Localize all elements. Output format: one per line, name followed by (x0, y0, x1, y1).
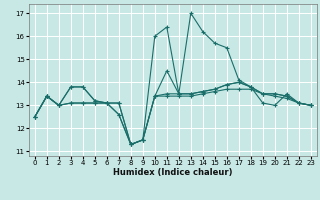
X-axis label: Humidex (Indice chaleur): Humidex (Indice chaleur) (113, 168, 233, 177)
